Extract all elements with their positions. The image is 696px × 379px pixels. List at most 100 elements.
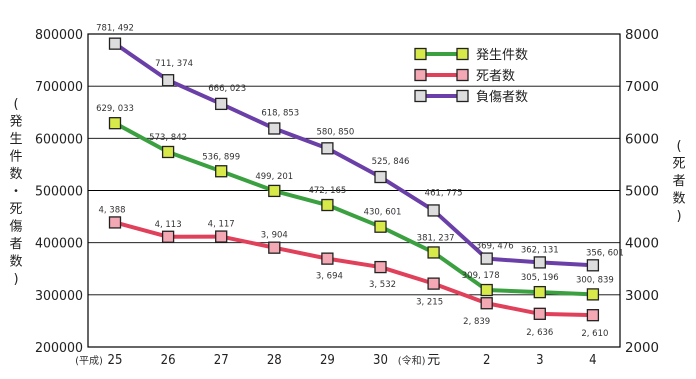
era-label-heisei: (平成) (75, 355, 103, 367)
data-label: 3, 532 (369, 280, 396, 290)
right-tick-label: 2000 (625, 341, 659, 356)
x-tick-label: 元 (427, 353, 440, 368)
data-labels: 629, 033 573, 842 536, 899 499, 201 472, 165… (96, 24, 624, 340)
data-label: 2, 636 (526, 328, 553, 338)
legend-marker (456, 47, 469, 61)
axis-label-char: ・ (9, 185, 22, 200)
data-label: 300, 839 (576, 275, 614, 285)
data-label: 381, 237 (417, 233, 455, 243)
right-tick-label: 5000 (625, 185, 659, 200)
x-tick-label: 2 (483, 353, 490, 368)
data-point (215, 230, 228, 243)
x-tick-label: 29 (320, 353, 335, 368)
axis-label-char: 数 (9, 167, 22, 182)
axis-label-char: ( (13, 97, 18, 112)
axis-label-char: ( (676, 139, 681, 154)
x-tick-label: 4 (589, 353, 596, 368)
right-axis-ticks: 2000 3000 4000 5000 6000 7000 8000 (625, 28, 659, 356)
data-point (108, 216, 122, 229)
data-point (480, 252, 493, 265)
right-tick-label: 3000 (625, 289, 659, 304)
axis-label-char: 者 (672, 174, 685, 189)
data-point (321, 252, 334, 265)
data-point (427, 246, 440, 259)
data-point (374, 220, 387, 233)
left-axis-ticks: 200000 300000 400000 500000 600000 700000 8000… (35, 28, 83, 356)
data-point (480, 297, 493, 310)
x-tick-label: 26 (161, 353, 176, 368)
data-label: 3, 694 (316, 272, 343, 282)
x-tick-label: 30 (373, 353, 388, 368)
data-label: 430, 601 (364, 208, 402, 218)
data-label: 461, 775 (425, 188, 463, 198)
data-label: 781, 492 (96, 24, 134, 34)
legend-label: 死者数 (476, 69, 515, 84)
legend-marker (456, 89, 469, 103)
data-label: 3, 904 (261, 231, 288, 241)
data-label: 4, 113 (155, 220, 182, 230)
data-point (268, 241, 281, 254)
series-group (108, 37, 600, 322)
data-label: 525, 846 (372, 157, 410, 167)
series-line (114, 220, 593, 318)
data-label: 536, 899 (202, 152, 240, 162)
data-label: 618, 853 (261, 108, 299, 118)
axis-label-char: 者 (9, 237, 22, 252)
axis-label-char: 発 (9, 115, 22, 130)
axis-label-char: ) (676, 209, 681, 224)
data-point (427, 277, 440, 290)
data-label: 369, 476 (476, 242, 514, 252)
x-tick-label: 3 (536, 353, 543, 368)
legend-marker (414, 68, 427, 82)
data-point (374, 260, 387, 274)
data-label: 4, 117 (208, 220, 235, 230)
x-tick-label: 27 (214, 353, 229, 368)
legend-label: 発生件数 (476, 48, 528, 63)
axis-label-char: 死 (672, 157, 685, 172)
data-point (215, 165, 228, 178)
data-point (533, 256, 546, 269)
data-point (161, 74, 175, 87)
right-tick-label: 6000 (625, 132, 659, 147)
data-point (161, 230, 175, 243)
data-label: 362, 131 (521, 245, 559, 255)
right-tick-label: 7000 (625, 80, 659, 95)
data-label: 666, 023 (208, 84, 246, 94)
data-point (533, 285, 546, 299)
legend-marker (414, 47, 427, 61)
x-tick-label: 28 (267, 353, 282, 368)
axis-label-char: ) (13, 272, 18, 287)
data-label: 2, 839 (463, 317, 490, 327)
legend-marker (414, 89, 427, 103)
left-tick-label: 200000 (35, 341, 83, 356)
data-label: 711, 374 (155, 59, 193, 69)
data-label: 472, 165 (308, 186, 346, 196)
data-label: 4, 388 (98, 205, 125, 215)
data-point (268, 122, 281, 135)
data-point (374, 170, 387, 184)
axis-label-char: 生 (9, 132, 22, 147)
left-tick-label: 300000 (35, 289, 83, 304)
right-tick-label: 8000 (625, 28, 659, 43)
axis-label-char: 数 (9, 255, 22, 270)
data-point (586, 259, 600, 272)
data-point (215, 97, 228, 111)
series-line (114, 121, 593, 297)
left-tick-label: 800000 (35, 28, 83, 43)
data-label: 499, 201 (255, 172, 293, 182)
axis-label-char: 傷 (9, 220, 22, 235)
data-label: 309, 178 (462, 271, 500, 281)
data-label: 580, 850 (316, 127, 354, 137)
left-tick-label: 400000 (35, 237, 83, 252)
data-point (427, 204, 440, 217)
data-point (480, 283, 493, 297)
legend-marker (456, 68, 469, 82)
right-axis-label: (死者数) (672, 139, 685, 224)
era-label-reiwa: (令和) (398, 354, 426, 367)
data-point (321, 198, 334, 212)
axis-label-char: 件 (9, 150, 22, 165)
